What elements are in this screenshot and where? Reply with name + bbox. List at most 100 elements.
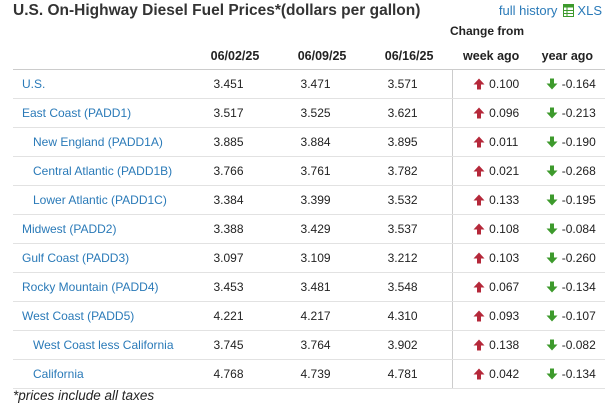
full-history-link[interactable]: full history <box>498 3 558 18</box>
week-change-value: 0.011 <box>489 135 519 149</box>
week-change-cell: 0.108 <box>452 214 530 244</box>
year-change-value: -0.107 <box>561 309 596 323</box>
price-cell: 3.212 <box>365 243 453 273</box>
table-row: Central Atlantic (PADD1B) 3.766 3.761 3.782… <box>13 156 605 186</box>
year-change-value: -0.268 <box>561 164 596 178</box>
year-change-value: -0.134 <box>561 280 596 294</box>
price-cell: 3.109 <box>278 243 366 273</box>
week-change-value: 0.096 <box>489 106 520 120</box>
week-change-cell: 0.093 <box>452 301 530 331</box>
year-change-value: -0.164 <box>561 77 596 91</box>
table-row: West Coast (PADD5) 4.221 4.217 4.310 0.093 -0… <box>13 301 605 331</box>
week-ago-header: week ago <box>452 42 530 70</box>
arrow-down-icon <box>546 107 558 119</box>
price-cell: 3.884 <box>278 127 366 157</box>
price-cell: 4.739 <box>278 359 366 389</box>
date-column-header: 06/09/25 <box>278 42 366 70</box>
region-link[interactable]: East Coast (PADD1) <box>13 98 192 128</box>
year-change-value: -0.260 <box>561 251 596 265</box>
region-link[interactable]: Midwest (PADD2) <box>13 214 192 244</box>
region-link[interactable]: West Coast (PADD5) <box>13 301 192 331</box>
week-change-value: 0.042 <box>489 367 520 381</box>
arrow-up-icon <box>473 339 485 351</box>
week-change-cell: 0.042 <box>452 359 530 389</box>
region-link[interactable]: Lower Atlantic (PADD1C) <box>13 185 192 215</box>
region-link[interactable]: Central Atlantic (PADD1B) <box>13 156 192 186</box>
year-change-cell: -0.213 <box>529 98 605 128</box>
arrow-down-icon <box>546 165 558 177</box>
price-cell: 3.764 <box>278 330 366 360</box>
year-ago-header: year ago <box>529 42 605 70</box>
week-change-cell: 0.011 <box>452 127 530 157</box>
week-change-cell: 0.133 <box>452 185 530 215</box>
week-change-value: 0.138 <box>489 338 520 352</box>
page-title: U.S. On-Highway Diesel Fuel Prices*(doll… <box>13 2 421 19</box>
table-row: California 4.768 4.739 4.781 0.042 -0.134 <box>13 359 605 389</box>
price-cell: 3.451 <box>191 69 279 99</box>
price-cell: 3.471 <box>278 69 366 99</box>
spreadsheet-icon[interactable] <box>563 4 575 17</box>
price-cell: 3.902 <box>365 330 453 360</box>
year-change-cell: -0.084 <box>529 214 605 244</box>
arrow-up-icon <box>473 310 485 322</box>
week-change-value: 0.067 <box>489 280 520 294</box>
year-change-cell: -0.107 <box>529 301 605 331</box>
price-cell: 3.097 <box>191 243 279 273</box>
year-change-cell: -0.164 <box>529 69 605 99</box>
date-column-header: 06/02/25 <box>191 42 279 70</box>
week-change-value: 0.021 <box>489 164 520 178</box>
year-change-cell: -0.260 <box>529 243 605 273</box>
price-cell: 3.453 <box>191 272 279 302</box>
table-header-row: 06/02/25 06/09/25 06/16/25 week ago year… <box>13 42 605 70</box>
price-cell: 3.885 <box>191 127 279 157</box>
arrow-up-icon <box>473 165 485 177</box>
arrow-up-icon <box>473 78 485 90</box>
year-change-cell: -0.195 <box>529 185 605 215</box>
arrow-down-icon <box>546 78 558 90</box>
price-cell: 3.537 <box>365 214 453 244</box>
date-column-header: 06/16/25 <box>365 42 453 70</box>
year-change-cell: -0.190 <box>529 127 605 157</box>
year-change-cell: -0.134 <box>529 272 605 302</box>
week-change-value: 0.100 <box>489 77 520 91</box>
year-change-cell: -0.134 <box>529 359 605 389</box>
table-row: Midwest (PADD2) 3.388 3.429 3.537 0.108 -0.08… <box>13 214 605 244</box>
region-column-header <box>13 42 192 70</box>
arrow-up-icon <box>473 107 485 119</box>
price-cell: 3.532 <box>365 185 453 215</box>
week-change-cell: 0.100 <box>452 69 530 99</box>
price-cell: 3.481 <box>278 272 366 302</box>
region-link[interactable]: California <box>13 359 192 389</box>
price-cell: 4.221 <box>191 301 279 331</box>
week-change-cell: 0.096 <box>452 98 530 128</box>
links-bar: full history XLS <box>499 3 602 18</box>
price-cell: 3.782 <box>365 156 453 186</box>
price-cell: 3.548 <box>365 272 453 302</box>
arrow-down-icon <box>546 252 558 264</box>
arrow-up-icon <box>473 368 485 380</box>
price-cell: 3.429 <box>278 214 366 244</box>
region-link[interactable]: New England (PADD1A) <box>13 127 192 157</box>
year-change-value: -0.084 <box>561 222 596 236</box>
week-change-cell: 0.103 <box>452 243 530 273</box>
arrow-down-icon <box>546 339 558 351</box>
week-change-value: 0.108 <box>489 222 520 236</box>
year-change-cell: -0.082 <box>529 330 605 360</box>
price-cell: 3.399 <box>278 185 366 215</box>
price-cell: 3.766 <box>191 156 279 186</box>
region-link[interactable]: Rocky Mountain (PADD4) <box>13 272 192 302</box>
region-link[interactable]: Gulf Coast (PADD3) <box>13 243 192 273</box>
year-change-value: -0.190 <box>561 135 596 149</box>
price-cell: 3.388 <box>191 214 279 244</box>
region-link[interactable]: U.S. <box>13 69 192 99</box>
year-change-value: -0.134 <box>561 367 596 381</box>
week-change-value: 0.093 <box>489 309 520 323</box>
week-change-cell: 0.138 <box>452 330 530 360</box>
region-link[interactable]: West Coast less California <box>13 330 192 360</box>
price-cell: 3.895 <box>365 127 453 157</box>
year-change-value: -0.213 <box>561 106 596 120</box>
table-row: New England (PADD1A) 3.885 3.884 3.895 0.011… <box>13 127 605 157</box>
price-cell: 3.525 <box>278 98 366 128</box>
arrow-up-icon <box>473 223 485 235</box>
xls-link[interactable]: XLS <box>577 3 602 18</box>
